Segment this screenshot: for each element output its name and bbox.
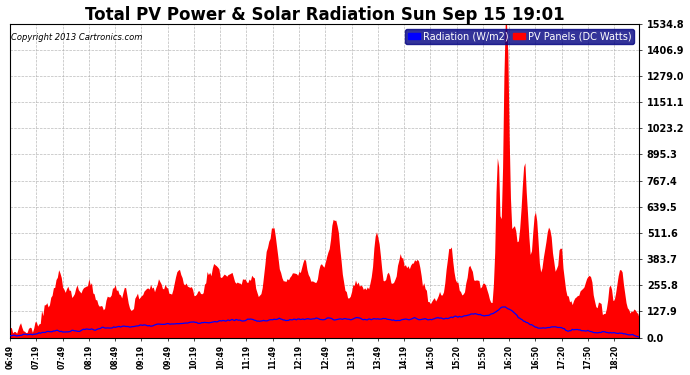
- Title: Total PV Power & Solar Radiation Sun Sep 15 19:01: Total PV Power & Solar Radiation Sun Sep…: [85, 6, 564, 24]
- Text: Copyright 2013 Cartronics.com: Copyright 2013 Cartronics.com: [11, 33, 143, 42]
- Legend: Radiation (W/m2), PV Panels (DC Watts): Radiation (W/m2), PV Panels (DC Watts): [405, 28, 634, 44]
